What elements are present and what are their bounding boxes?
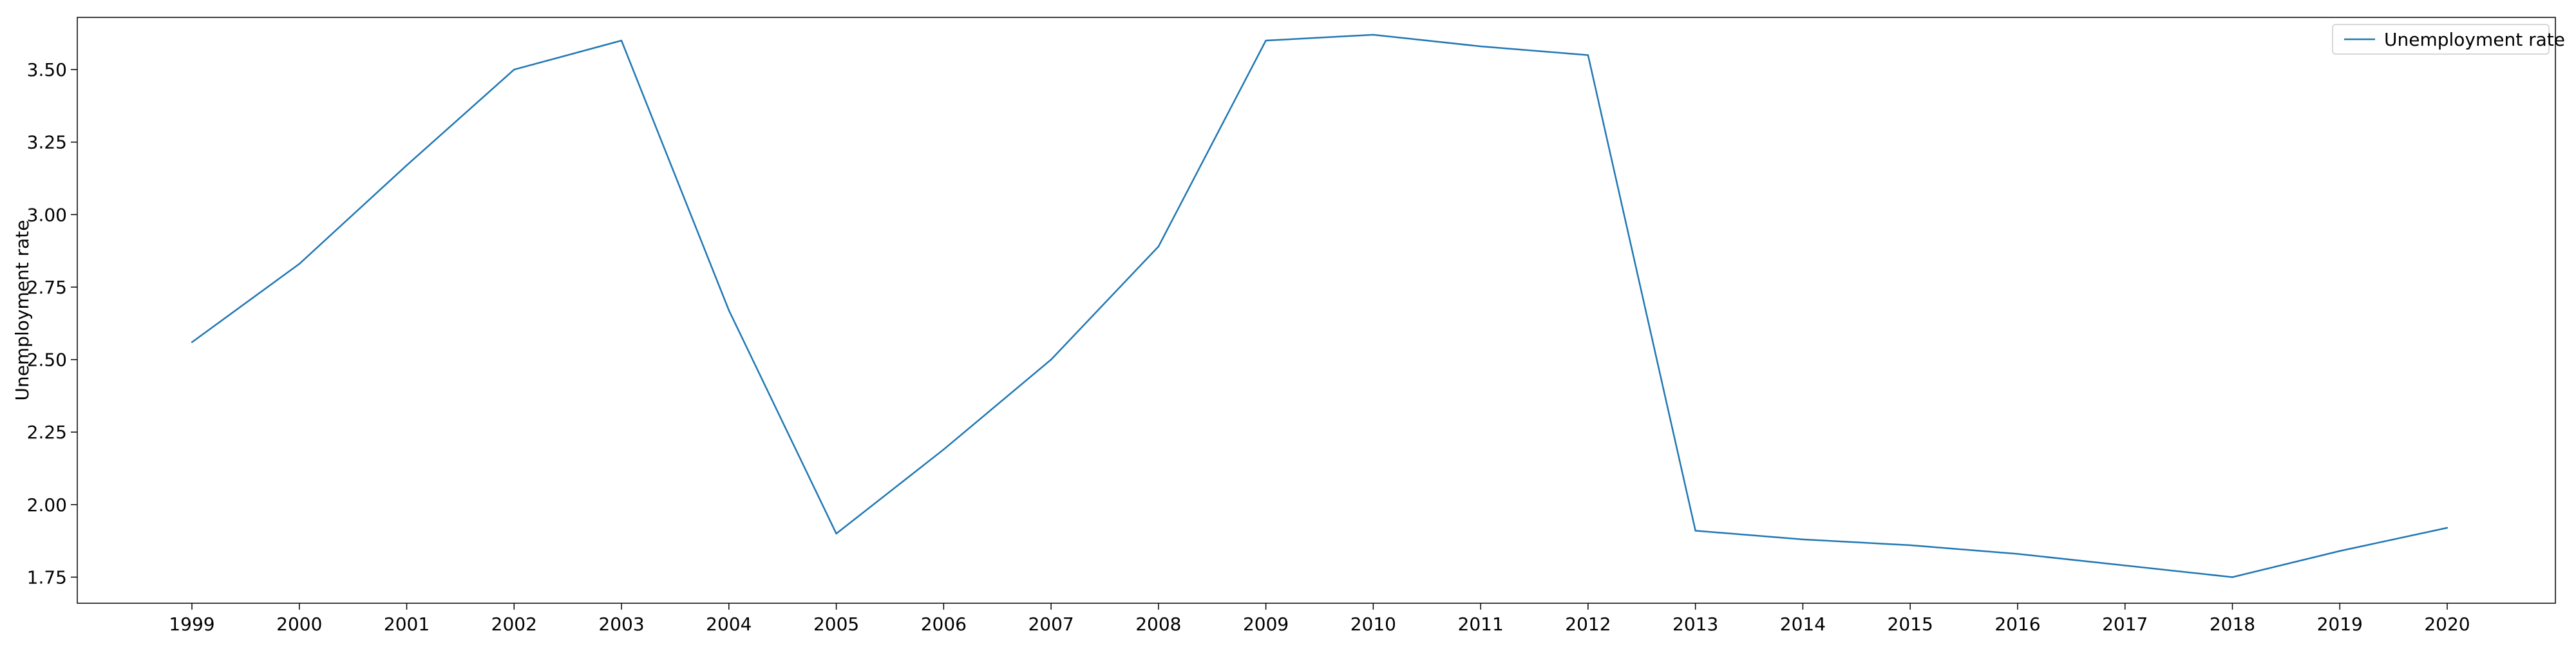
x-axis: 1999 2000 2001 2002 2003 2004 2005 2006 2007 2008… <box>169 603 2470 635</box>
x-tick-label: 2015 <box>1888 614 1933 635</box>
x-tick-label: 2005 <box>813 614 859 635</box>
x-tick-label: 2001 <box>384 614 430 635</box>
data-point <box>943 449 945 451</box>
y-tick-label: 3.50 <box>27 59 67 80</box>
x-tick-label: 2004 <box>706 614 752 635</box>
data-point <box>406 164 408 166</box>
y-axis: 1.75 2.00 2.25 2.50 2.75 3.00 3.25 3.50 <box>27 59 77 588</box>
series-line-unemployment-rate <box>191 33 2448 578</box>
data-point <box>2231 576 2233 578</box>
data-point <box>1587 54 1589 56</box>
x-tick-label: 2011 <box>1458 614 1504 635</box>
x-tick-label: 2003 <box>598 614 644 635</box>
x-tick-label: 2000 <box>276 614 322 635</box>
x-tick-label: 2018 <box>2210 614 2255 635</box>
x-tick-label: 2017 <box>2102 614 2148 635</box>
x-tick-label: 2016 <box>1994 614 2040 635</box>
data-point <box>1050 359 1052 361</box>
series-layer <box>191 33 2448 578</box>
x-tick-label: 2008 <box>1135 614 1181 635</box>
data-point <box>835 532 837 535</box>
x-tick-label: 2014 <box>1780 614 1826 635</box>
data-point <box>2339 550 2341 552</box>
x-tick-label: 2009 <box>1243 614 1289 635</box>
data-point <box>620 39 623 42</box>
y-tick-label: 2.50 <box>27 350 67 371</box>
x-tick-label: 2007 <box>1028 614 1074 635</box>
x-tick-label: 2019 <box>2317 614 2363 635</box>
x-tick-label: 1999 <box>169 614 214 635</box>
y-tick-label: 2.25 <box>27 422 67 443</box>
data-point <box>2446 527 2448 529</box>
data-point <box>298 263 300 265</box>
x-tick-label: 2002 <box>491 614 537 635</box>
data-point <box>1479 45 1482 48</box>
data-point <box>1157 245 1160 248</box>
data-point <box>1909 544 1911 547</box>
x-tick-label: 2013 <box>1672 614 1718 635</box>
data-point <box>513 68 515 71</box>
y-axis-label: Unemployment rate <box>12 220 33 401</box>
y-tick-label: 3.00 <box>27 204 67 225</box>
x-tick-label: 2012 <box>1565 614 1611 635</box>
data-point <box>1802 538 1804 541</box>
y-tick-label: 3.25 <box>27 132 67 153</box>
legend-entry-label: Unemployment rate <box>2384 29 2565 50</box>
x-tick-label: 2006 <box>921 614 967 635</box>
legend-frame <box>2332 24 2550 55</box>
y-tick-label: 2.75 <box>27 277 67 298</box>
data-point <box>191 341 193 343</box>
data-point <box>1372 33 1374 36</box>
data-point <box>1694 530 1696 532</box>
x-tick-label: 2010 <box>1350 614 1396 635</box>
y-tick-label: 1.75 <box>27 567 67 588</box>
x-tick-label: 2020 <box>2424 614 2470 635</box>
data-point <box>1265 39 1267 42</box>
legend: Unemployment rate <box>2332 24 2565 55</box>
data-point <box>728 309 730 312</box>
plot-frame <box>77 17 2556 604</box>
y-tick-label: 2.00 <box>27 494 67 516</box>
data-point <box>2016 553 2019 555</box>
data-point <box>2124 565 2126 567</box>
